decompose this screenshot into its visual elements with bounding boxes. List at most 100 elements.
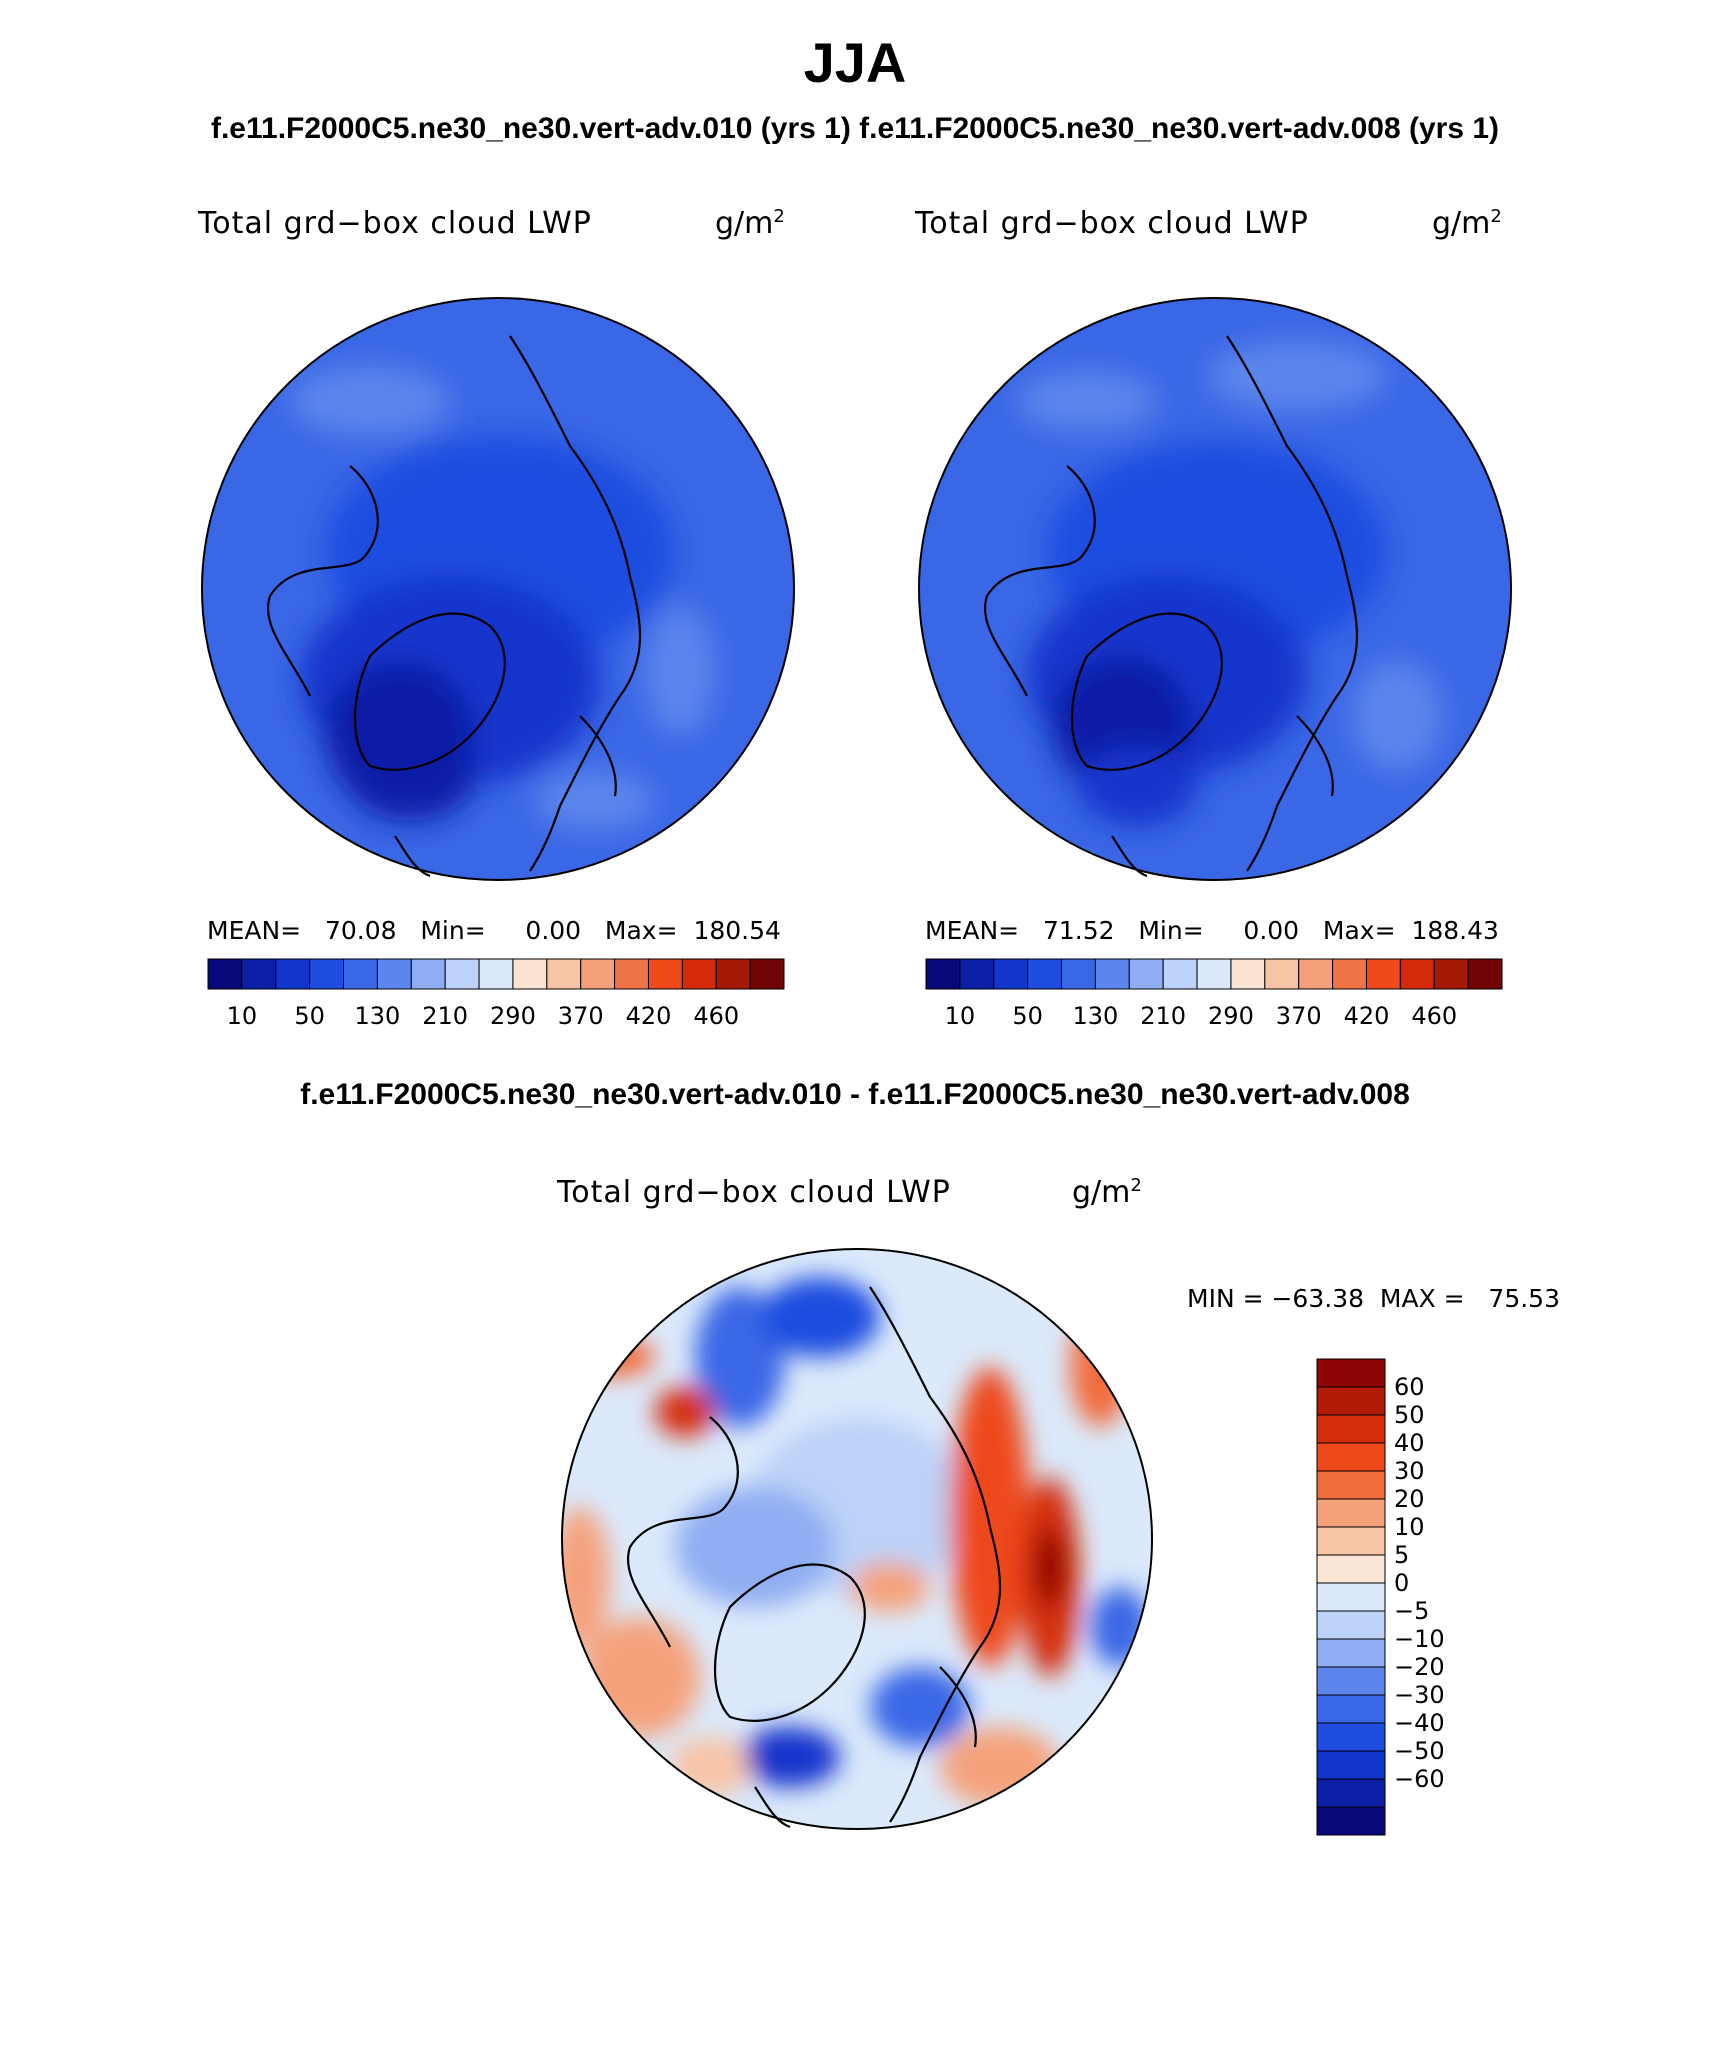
diff-colorbar-tick-label: 0: [1394, 1569, 1410, 1597]
diff-colorbar-box: [1316, 1386, 1386, 1416]
panel1-stats: MEAN= 70.08 Min= 0.00 Max= 180.54: [207, 916, 781, 945]
panel1-colorbar-box: [410, 958, 446, 990]
panel1-colorbar-box: [715, 958, 751, 990]
panel2-colorbar-tick-label: 420: [1343, 1002, 1390, 1030]
panel2-polar-map: [918, 297, 1512, 881]
panel1-polar-map: [201, 297, 795, 881]
diff-colorbar-box: [1316, 1526, 1386, 1556]
panel1-colorbar-box: [241, 958, 277, 990]
diff-colorbar-tick-label: −50: [1394, 1737, 1445, 1765]
diff-coastlines: [627, 1286, 1002, 1829]
panel2-colorbar-box: [1162, 958, 1198, 990]
case-subtitle: f.e11.F2000C5.ne30_ne30.vert-adv.010 (yr…: [210, 112, 1500, 145]
figure-title: JJA: [803, 31, 907, 94]
difference-title: f.e11.F2000C5.ne30_ne30.vert-adv.010 - f…: [300, 1078, 1410, 1111]
diff-colorbar-tick-label: 60: [1394, 1373, 1425, 1401]
panel1-colorbar-tick-label: 370: [557, 1002, 604, 1030]
panel2-colorbar-tick-label: 210: [1140, 1002, 1187, 1030]
panel2-colorbar-box: [925, 958, 961, 990]
panel1-colorbar-box: [478, 958, 514, 990]
panel1-colorbar: [207, 958, 785, 990]
diff-colorbar-box: [1316, 1554, 1386, 1584]
panel1-colorbar-box: [343, 958, 378, 990]
panel1-colorbar-box: [512, 958, 548, 990]
panel1-colorbar-box: [749, 958, 785, 990]
panel2-units-label: g/m2: [1432, 206, 1502, 241]
diff-colorbar-box: [1316, 1442, 1386, 1472]
diff-colorbar-tick-label: −5: [1394, 1597, 1430, 1625]
panel1-colorbar-tick-label: 10: [226, 1002, 258, 1030]
panel1-colorbar-tick-label: 210: [422, 1002, 469, 1030]
diff-colorbar-box: [1316, 1582, 1386, 1612]
diff-colorbar-tick-label: 10: [1394, 1513, 1425, 1541]
diff-colorbar-box: [1316, 1806, 1386, 1836]
panel2-colorbar-tick-label: 290: [1208, 1002, 1254, 1030]
diff-colorbar-tick-label: 20: [1394, 1485, 1425, 1513]
panel2-colorbar-box: [1027, 958, 1063, 990]
diff-colorbar-box: [1316, 1498, 1386, 1528]
panel2-colorbar-box: [1467, 958, 1503, 990]
diff-colorbar-box: [1316, 1778, 1386, 1808]
panel1-colorbar-box: [647, 958, 683, 990]
diff-colorbar-box: [1316, 1638, 1386, 1668]
diff-colorbar-box: [1316, 1414, 1386, 1444]
diff-colorbar-tick-label: 50: [1394, 1401, 1425, 1429]
diff-colorbar-tick-label: −10: [1394, 1625, 1445, 1653]
panel2-colorbar-box: [1230, 958, 1266, 990]
panel1-colorbar-box: [207, 958, 243, 990]
panel2-colorbar-box: [1365, 958, 1401, 990]
panel2-stats: MEAN= 71.52 Min= 0.00 Max= 188.43: [925, 916, 1499, 945]
panel2-colorbar-tick-label: 370: [1275, 1002, 1322, 1030]
panel2-colorbar-tick-label: 50: [1012, 1002, 1043, 1030]
diff-colorbar-tick-label: 30: [1394, 1457, 1425, 1485]
diff-colorbar-tick-label: −40: [1394, 1709, 1445, 1737]
diff-field: [562, 1249, 1152, 1829]
panel2-coastlines: [984, 335, 1359, 878]
panel1-field: [202, 298, 794, 880]
panel2-colorbar-box: [959, 958, 995, 990]
panel2-colorbar: [925, 958, 1503, 990]
panel2-colorbar-box: [1298, 958, 1334, 990]
diff-stats: MIN = −63.38 MAX = 75.53: [1187, 1284, 1560, 1313]
panel2-colorbar-box: [1128, 958, 1164, 990]
panel1-colorbar-box: [275, 958, 311, 990]
panel1-colorbar-tick-label: 420: [625, 1002, 672, 1030]
diff-polar-map: [561, 1248, 1153, 1830]
diff-colorbar-tick-label: −60: [1394, 1765, 1445, 1793]
panel2-colorbar-box: [1264, 958, 1300, 990]
panel2-field: [919, 298, 1511, 880]
panel1-colorbar-box: [309, 958, 345, 990]
diff-colorbar-box: [1316, 1694, 1386, 1724]
diff-colorbar-box: [1316, 1470, 1386, 1500]
panel1-colorbar-box: [444, 958, 480, 990]
panel1-colorbar-box: [376, 958, 412, 990]
diff-colorbar: [1316, 1358, 1386, 1836]
diff-colorbar-box: [1316, 1666, 1386, 1696]
diff-colorbar-box: [1316, 1358, 1386, 1388]
panel2-colorbar-box: [1061, 958, 1096, 990]
panel2-variable-label: Total grd−box cloud LWP: [915, 206, 1309, 241]
panel1-colorbar-tick-label: 290: [490, 1002, 536, 1030]
diff-variable-label: Total grd−box cloud LWP: [557, 1175, 951, 1210]
diff-colorbar-tick-label: 5: [1394, 1541, 1410, 1569]
panel1-colorbar-box: [580, 958, 616, 990]
panel1-colorbar-tick-label: 130: [354, 1002, 401, 1030]
panel1-coastlines: [267, 335, 642, 878]
panel2-colorbar-tick-label: 460: [1411, 1002, 1458, 1030]
diff-colorbar-tick-label: −20: [1394, 1653, 1445, 1681]
panel2-colorbar-box: [1094, 958, 1130, 990]
panel1-colorbar-box: [614, 958, 649, 990]
panel1-variable-label: Total grd−box cloud LWP: [198, 206, 592, 241]
diff-colorbar-box: [1316, 1750, 1386, 1780]
diff-colorbar-box: [1316, 1722, 1386, 1752]
panel2-colorbar-tick-label: 10: [944, 1002, 976, 1030]
panel2-colorbar-box: [1399, 958, 1435, 990]
diff-colorbar-tick-label: −30: [1394, 1681, 1445, 1709]
panel2-colorbar-box: [1196, 958, 1232, 990]
panel1-units-label: g/m2: [715, 206, 785, 241]
diff-colorbar-box: [1316, 1610, 1386, 1640]
panel1-colorbar-box: [546, 958, 582, 990]
panel1-colorbar-box: [681, 958, 717, 990]
panel2-colorbar-box: [1332, 958, 1367, 990]
panel2-colorbar-box: [1433, 958, 1469, 990]
